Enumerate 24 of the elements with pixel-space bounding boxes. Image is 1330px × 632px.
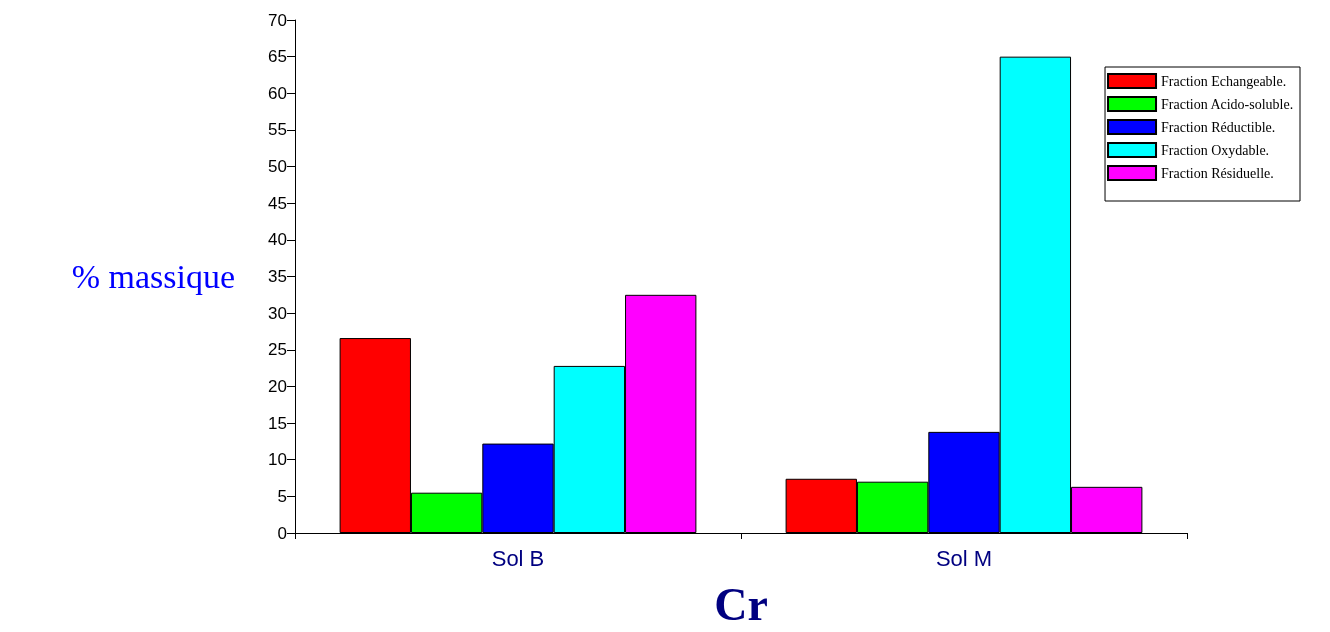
y-tick-label: 5 — [277, 486, 287, 506]
y-tick-label: 10 — [268, 450, 287, 470]
legend-label: Fraction Réductible. — [1161, 119, 1276, 135]
x-axis-title: Cr — [714, 578, 768, 630]
y-tick-label: 40 — [268, 230, 287, 250]
y-tick-label: 55 — [268, 120, 287, 140]
legend-label: Fraction Résiduelle. — [1161, 165, 1274, 181]
y-tick-label: 30 — [268, 303, 287, 323]
legend-label: Fraction Acido-soluble. — [1161, 96, 1294, 112]
x-tick-label: Sol B — [491, 545, 545, 571]
legend-label: Fraction Echangeable. — [1161, 73, 1287, 89]
y-tick-label: 70 — [268, 10, 287, 30]
y-tick-label: 65 — [268, 47, 287, 67]
y-axis-title: % massique — [71, 258, 235, 295]
y-tick-label: 45 — [268, 193, 287, 213]
x-tick-label: Sol M — [935, 545, 993, 571]
y-tick-label: 15 — [268, 413, 287, 433]
y-tick-label: 35 — [268, 267, 287, 286]
y-tick-label: 60 — [268, 83, 287, 103]
y-tick-label: 25 — [268, 340, 287, 360]
y-tick-label: 0 — [277, 523, 287, 543]
legend-label: Fraction Oxydable. — [1161, 142, 1270, 158]
y-tick-label: 50 — [268, 157, 287, 177]
y-tick-label: 20 — [268, 376, 287, 396]
